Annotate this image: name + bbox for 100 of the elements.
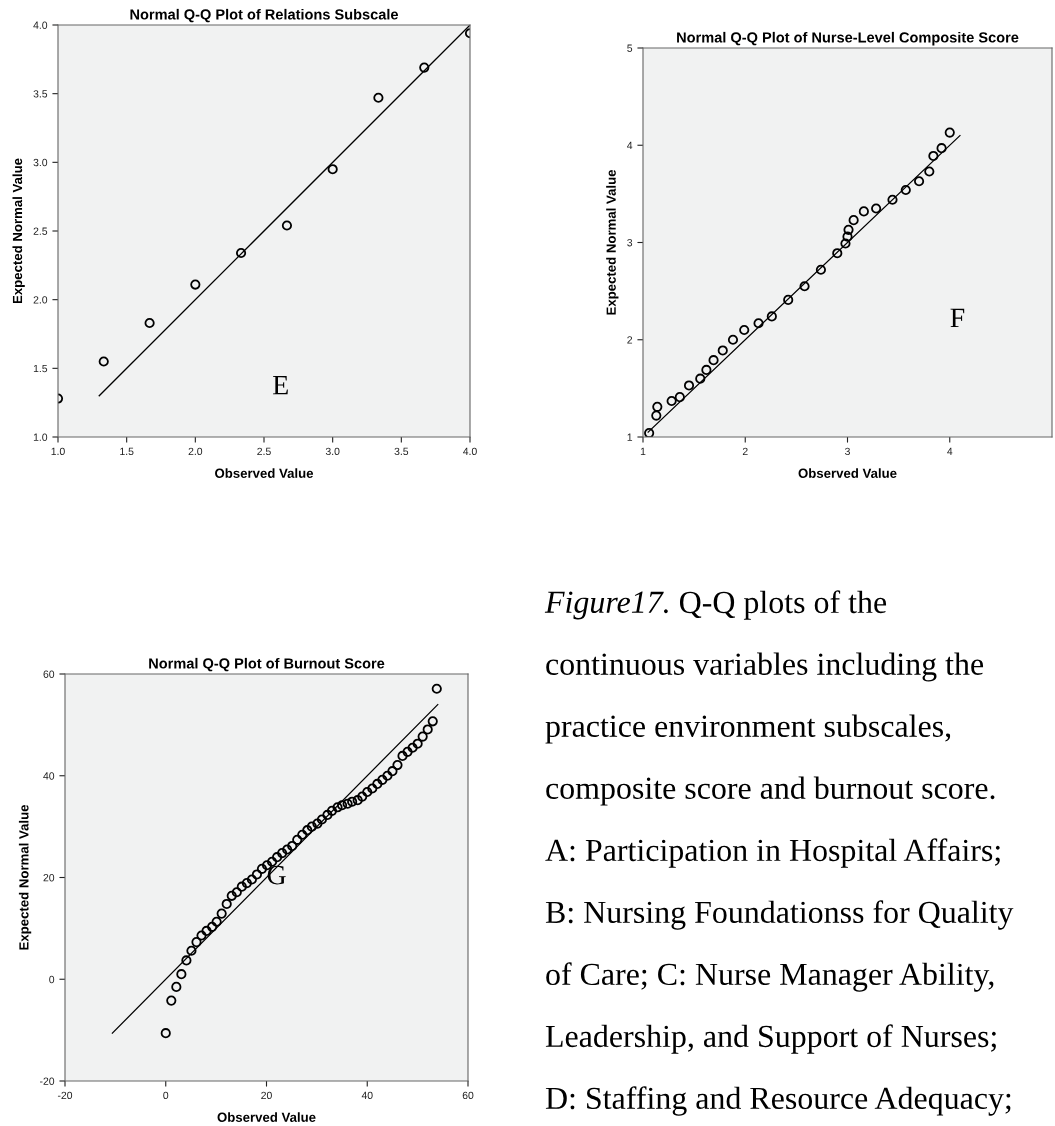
text: B: Nursing Foundationss for Quality [545,900,1014,930]
x-tick-label: 60 [462,1091,474,1100]
point [407,742,418,753]
point [191,937,202,948]
point [282,844,293,855]
y-axis-title: Expected Normal Value [18,804,32,950]
x-tick-label: 3.5 [394,447,409,456]
point [652,401,663,412]
x-tick-label: 1.5 [120,447,134,456]
point [858,206,869,217]
point [832,248,843,259]
point [900,184,911,196]
point [312,818,323,829]
y-axis-title: Expected Normal Value [12,158,25,304]
point [402,746,413,757]
y-tick-label: 1 [627,433,633,441]
point [362,786,373,798]
point [281,220,293,231]
y-tick-label: 20 [43,874,55,882]
point [419,62,430,73]
point [316,814,327,825]
point [332,802,343,813]
point [251,869,263,880]
point [166,995,177,1006]
point [843,224,854,235]
point [322,809,333,820]
point [272,852,283,863]
point [924,166,935,177]
point [914,176,925,187]
point [382,770,393,781]
chart-title: Normal Q-Q Plot of Burnout Score [149,657,385,672]
y-tick-label: 1.0 [33,433,48,441]
point [171,981,182,992]
point [848,215,859,226]
y-tick-label: 2.0 [33,296,48,304]
y-tick-label: 2 [627,336,633,344]
point [674,392,685,403]
point [287,840,298,852]
point [739,324,750,336]
point [392,759,403,771]
x-axis-title: Observed Value [217,1112,316,1122]
point [201,925,212,936]
point [417,731,428,742]
text: practice environment subscales, [545,714,951,744]
point [176,969,187,980]
text: of Care; C: Nurse Manager Ability, [546,962,994,992]
text: composite score and burnout score. [546,776,995,806]
point [766,311,777,322]
x-tick-label: 3 [845,447,850,456]
point [887,194,898,205]
point [297,829,308,840]
point [190,279,201,290]
point [717,345,728,356]
point [367,783,378,794]
point [936,143,947,154]
annotation: G [267,865,286,885]
point [196,930,207,941]
x-tick-label: 2.0 [188,447,203,456]
chart-title: Normal Q-Q Plot of Relations Subscale [130,8,399,23]
y-tick-label: 3.0 [33,158,48,167]
y-tick-label: 3 [627,239,633,247]
point [701,364,712,375]
text: A: Participation in Hospital Affairs; [545,838,1000,868]
point [427,716,438,727]
point [422,724,433,735]
point [727,334,739,345]
x-tick-label: 4 [947,447,953,455]
point [292,834,303,845]
point [347,796,358,807]
point [277,848,288,859]
point [644,428,655,437]
point [357,791,368,802]
y-axis-title: Expected Normal Value [606,169,619,315]
point [944,127,955,138]
y-tick-label: 40 [43,772,55,780]
x-tick-label: 1 [640,447,646,455]
y-tick-label: 4.0 [33,21,48,29]
point [326,805,338,816]
point [342,798,353,809]
x-tick-label: -20 [57,1091,73,1100]
x-tick-label: 2.5 [257,447,271,456]
point [98,356,109,367]
point [753,318,764,329]
point [372,778,383,789]
point [799,281,810,292]
point [871,203,882,214]
point [783,294,794,305]
x-tick-label: 20 [261,1091,272,1100]
text: Leadership, and Support of Nurses; [545,1024,996,1054]
point [216,908,227,919]
point [306,821,317,832]
x-tick-label: 2 [742,447,748,455]
point [241,878,252,889]
point [236,881,247,892]
point [683,380,695,391]
point [181,955,192,966]
chart-title: Normal Q-Q Plot of Nurse-Level Composite Score [677,31,1019,46]
point [842,231,853,242]
point [327,164,338,175]
point [246,874,257,885]
